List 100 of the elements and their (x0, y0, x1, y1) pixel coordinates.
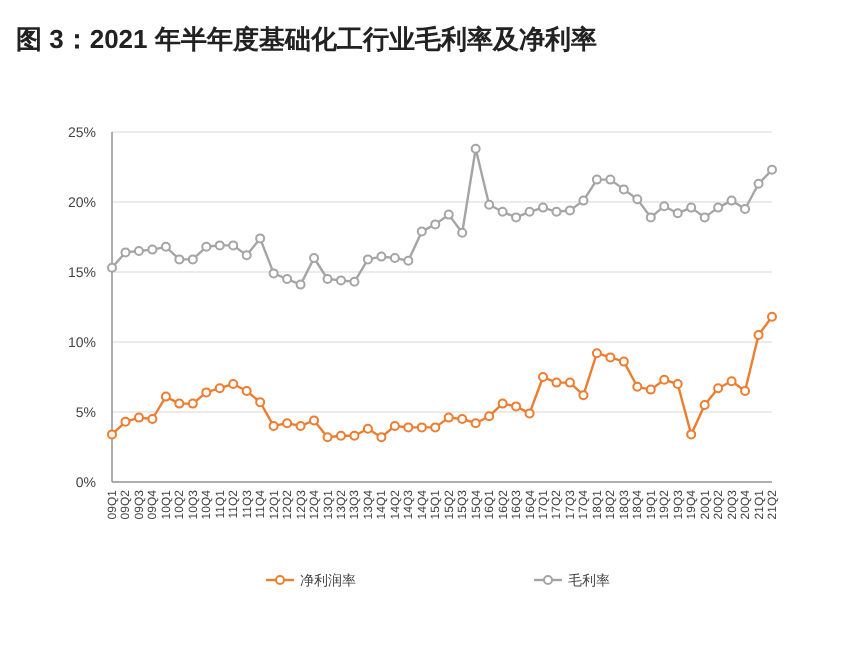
point (591, 174, 602, 185)
point (228, 240, 239, 251)
point (376, 432, 387, 443)
point (295, 279, 306, 290)
point (484, 411, 495, 422)
point (672, 208, 683, 219)
point (578, 390, 589, 401)
point (551, 377, 562, 388)
point (618, 356, 629, 367)
point (160, 241, 171, 252)
point (659, 374, 670, 385)
point (699, 400, 710, 410)
point (497, 206, 508, 217)
point (133, 412, 144, 423)
point (416, 422, 427, 433)
point (753, 178, 764, 189)
point (147, 244, 158, 255)
point (457, 414, 468, 424)
point (726, 195, 737, 206)
point (335, 275, 346, 286)
point (214, 383, 225, 394)
point (268, 421, 279, 431)
point (713, 383, 724, 394)
point (120, 416, 131, 427)
point (389, 421, 400, 431)
point (416, 226, 427, 237)
point (484, 199, 495, 210)
point (214, 240, 225, 251)
point (645, 212, 656, 223)
point (551, 206, 562, 217)
point (430, 422, 441, 433)
point (672, 379, 683, 389)
point (645, 384, 656, 395)
point (201, 241, 212, 252)
point (295, 421, 306, 431)
point (767, 164, 777, 175)
point (470, 143, 481, 154)
point (564, 205, 575, 216)
point (686, 202, 697, 213)
point (362, 423, 373, 434)
point (174, 254, 185, 265)
point (282, 418, 293, 429)
point (187, 254, 198, 265)
point (538, 202, 549, 213)
point (335, 430, 346, 441)
point (726, 376, 737, 387)
point (564, 377, 575, 388)
point (187, 398, 198, 409)
point (632, 194, 643, 205)
point (282, 274, 293, 284)
point (349, 276, 360, 287)
point (430, 219, 441, 230)
point (403, 255, 414, 266)
point (443, 412, 454, 423)
point (160, 391, 171, 402)
point (740, 204, 751, 214)
point (255, 233, 266, 244)
point (605, 352, 616, 363)
point (228, 379, 239, 389)
point (403, 422, 414, 433)
point (107, 262, 117, 273)
point (524, 408, 535, 419)
point (713, 202, 724, 213)
point (241, 250, 252, 261)
point (309, 253, 320, 263)
point (322, 274, 333, 284)
point (120, 247, 131, 258)
point (618, 184, 629, 195)
point (511, 212, 522, 223)
point (309, 415, 320, 426)
point (632, 381, 643, 392)
point (174, 398, 185, 409)
point (443, 209, 454, 220)
point (686, 429, 697, 440)
point (699, 212, 710, 223)
point (255, 397, 266, 408)
point (241, 386, 252, 396)
point (511, 401, 522, 412)
point (538, 372, 549, 382)
point (497, 398, 508, 409)
point (605, 174, 616, 185)
point (147, 414, 158, 424)
point (362, 254, 373, 265)
point (767, 311, 777, 322)
point (389, 253, 400, 263)
point (740, 386, 751, 396)
point (659, 201, 670, 212)
point (201, 387, 212, 398)
point (376, 251, 387, 262)
point (107, 429, 117, 440)
point (268, 268, 279, 279)
point (322, 432, 333, 443)
point (753, 330, 764, 340)
point (591, 348, 602, 359)
point (133, 246, 144, 256)
point (457, 227, 468, 238)
point (524, 206, 535, 217)
point (578, 195, 589, 206)
point (349, 430, 360, 441)
point (470, 418, 481, 429)
